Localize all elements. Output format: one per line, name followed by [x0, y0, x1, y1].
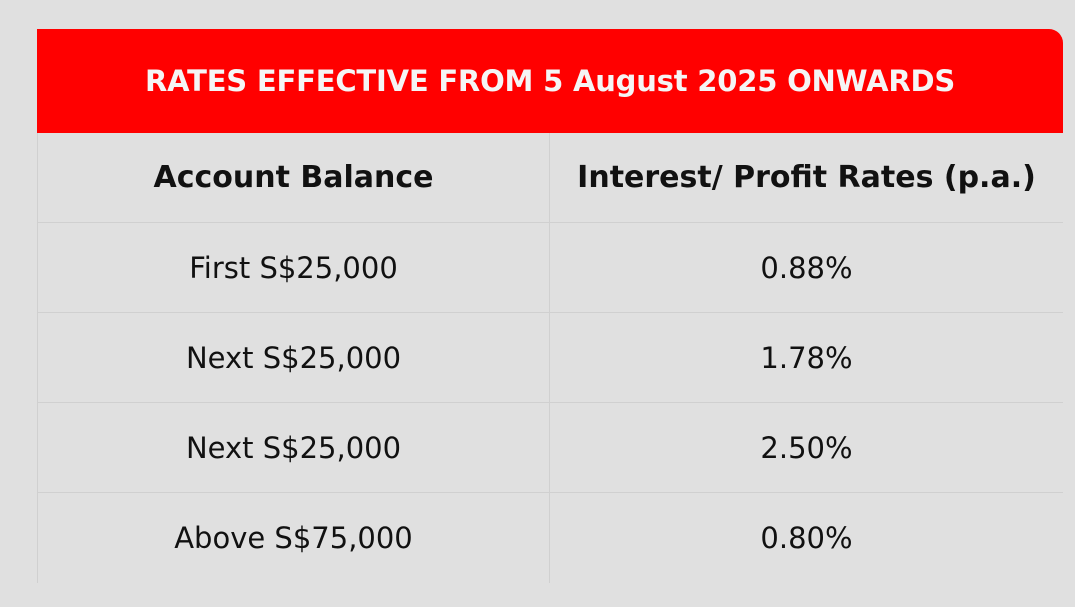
rates-banner-title: RATES EFFECTIVE FROM 5 August 2025 ONWAR…: [144, 64, 956, 98]
table-row: Next S$25,000 1.78%: [37, 313, 1063, 403]
balance-cell: Next S$25,000: [37, 313, 550, 402]
rate-cell: 1.78%: [760, 340, 853, 375]
rate-cell: 0.80%: [760, 521, 853, 555]
table-header-row: Account Balance Interest/ Profit Rates (…: [37, 133, 1063, 223]
column-header-account-balance: Account Balance: [37, 133, 550, 222]
balance-cell: Above S$75,000: [37, 493, 550, 583]
rate-cell: 2.50%: [760, 430, 853, 465]
rates-banner: RATES EFFECTIVE FROM 5 August 2025 ONWAR…: [37, 29, 1063, 133]
balance-cell: First S$25,000: [37, 223, 550, 312]
table-row: First S$25,000 0.88%: [37, 223, 1063, 313]
table-row: Above S$75,000 0.80%: [37, 493, 1063, 583]
rates-table: RATES EFFECTIVE FROM 5 August 2025 ONWAR…: [37, 29, 1063, 583]
rate-cell: 0.88%: [760, 250, 853, 285]
balance-cell: Next S$25,000: [37, 403, 550, 492]
column-header-interest-rate: Interest/ Profit Rates (p.a.): [577, 160, 1036, 195]
table-row: Next S$25,000 2.50%: [37, 403, 1063, 493]
